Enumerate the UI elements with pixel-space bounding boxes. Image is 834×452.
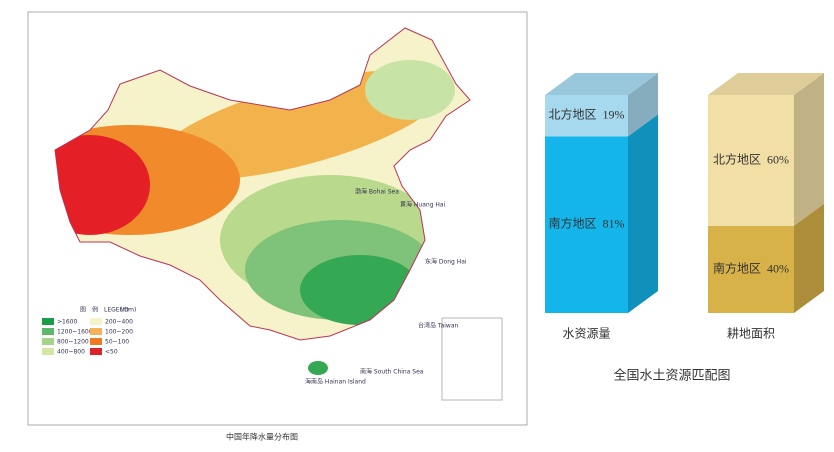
value-text: 19% [603,107,625,121]
bar-side [628,73,658,137]
series-name: 南方地区 [713,260,761,275]
legend-label: <50 [105,349,118,356]
sea-label: 黄海 Huang Hai [400,201,446,209]
legend-label: >1600 [57,319,77,326]
value-label: 南方地区 40% [713,260,789,275]
legend-swatch [90,348,102,355]
bar-top [545,73,658,95]
legend-swatch [90,328,102,335]
legend-label: 50~100 [105,339,129,346]
legend-swatch [90,318,102,325]
bar-top [708,73,824,95]
legend-title: 图 例 LEGEND [80,306,129,314]
series-name: 南方地区 [548,215,596,230]
value-text: 40% [767,261,789,275]
legend-swatch [42,338,54,345]
legend-label: 1200~1600 [57,329,93,336]
category-label: 水资源量 [562,327,610,341]
legend-label: 100~200 [105,329,133,336]
value-text: 60% [767,152,789,166]
legend-swatch [42,348,54,355]
bar-side [628,114,658,313]
sea-label: 台湾岛 Taiwan [418,322,459,330]
bar-segment [545,136,628,313]
value-label: 南方地区 81% [548,215,624,230]
bar-segment [708,225,794,313]
bar-segment [545,95,628,137]
category-label: 耕地面积 [727,326,775,341]
bar-segment [708,95,794,226]
value-label: 北方地区 60% [713,151,789,166]
legend-label: 800~1200 [57,339,89,346]
island-label: 海南岛 Hainan Island [305,378,366,386]
map-caption: 中国年降水量分布图 [226,432,298,442]
legend-swatch [42,328,54,335]
legend-label: 200~400 [105,319,133,326]
value-label: 北方地区 19% [548,106,624,121]
series-name: 北方地区 [713,151,761,166]
series-name: 北方地区 [548,106,596,121]
precipitation-map: 图 例 LEGEND (mm) >1600 1200~1600 800~1200 40… [27,11,528,442]
sea-label: 渤海 Bohai Sea [355,188,399,196]
sea-label: 南海 South China Sea [360,368,424,376]
value-text: 81% [603,216,625,230]
legend-swatch [90,338,102,345]
bar-side [794,203,824,313]
legend-label: 400~800 [57,349,85,356]
chart-title: 全国水土资源匹配图 [613,368,730,384]
sea-label: 东海 Dong Hai [425,258,467,266]
bar-side [794,73,824,226]
legend-unit: (mm) [120,307,136,314]
legend-swatch [42,318,54,325]
